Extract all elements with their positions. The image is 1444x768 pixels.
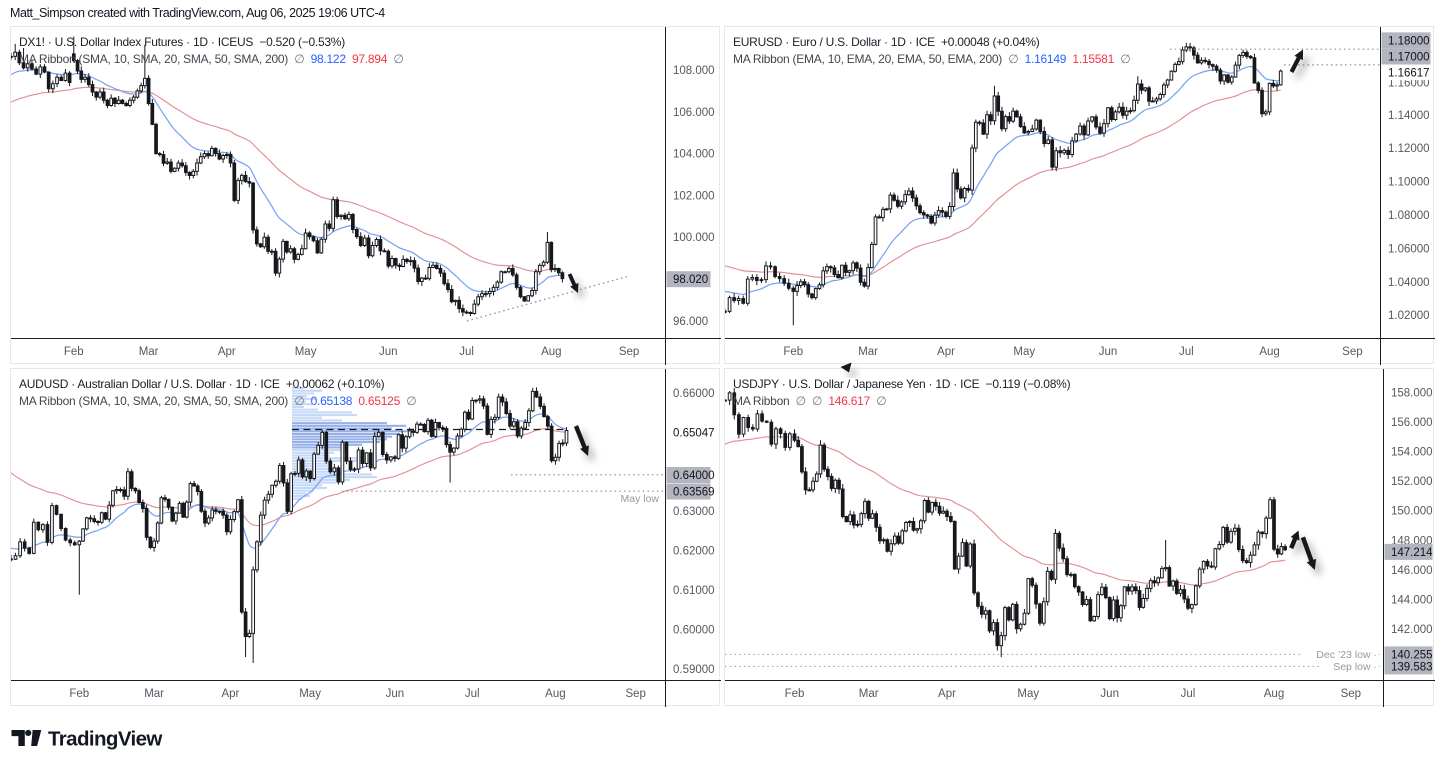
svg-text:Dec ’23 low ·: Dec ’23 low · <box>1316 649 1377 661</box>
svg-text:102.000: 102.000 <box>673 190 715 202</box>
svg-text:1.18000: 1.18000 <box>1388 35 1430 47</box>
svg-text:May: May <box>299 688 321 700</box>
svg-text:Sep low ·: Sep low · <box>1333 661 1377 673</box>
svg-text:146.000: 146.000 <box>1391 565 1433 577</box>
svg-text:0.64000: 0.64000 <box>673 470 715 482</box>
svg-text:96.000: 96.000 <box>673 316 708 328</box>
svg-text:Sep: Sep <box>619 346 639 358</box>
svg-text:1.14000: 1.14000 <box>1388 110 1430 122</box>
svg-text:Aug: Aug <box>541 346 561 358</box>
svg-text:0.63000: 0.63000 <box>673 506 715 518</box>
svg-text:1.17000: 1.17000 <box>1388 52 1430 64</box>
svg-text:0.60000: 0.60000 <box>673 624 715 636</box>
svg-text:May: May <box>1013 346 1035 358</box>
svg-text:Jul: Jul <box>1179 346 1194 358</box>
svg-text:Jun: Jun <box>1100 688 1119 700</box>
svg-text:156.000: 156.000 <box>1391 417 1433 429</box>
svg-text:1.16000: 1.16000 <box>1388 78 1430 90</box>
svg-text:142.000: 142.000 <box>1391 624 1433 636</box>
svg-text:1.08000: 1.08000 <box>1388 210 1430 222</box>
svg-text:May low: May low <box>620 493 659 505</box>
svg-text:Jul: Jul <box>459 346 474 358</box>
svg-text:Feb: Feb <box>783 346 803 358</box>
svg-text:TradingView: TradingView <box>48 728 162 750</box>
svg-text:Mar: Mar <box>858 346 878 358</box>
svg-text:Jun: Jun <box>1099 346 1118 358</box>
svg-text:Sep: Sep <box>1342 346 1362 358</box>
svg-text:Jun: Jun <box>386 688 405 700</box>
svg-text:Jul: Jul <box>465 688 480 700</box>
svg-text:0.65047: 0.65047 <box>673 428 715 440</box>
svg-text:100.000: 100.000 <box>673 232 715 244</box>
svg-text:108.000: 108.000 <box>673 65 715 77</box>
svg-text:Apr: Apr <box>218 346 236 358</box>
svg-text:Apr: Apr <box>937 346 955 358</box>
svg-text:158.000: 158.000 <box>1391 387 1433 399</box>
svg-text:154.000: 154.000 <box>1391 447 1433 459</box>
svg-text:May: May <box>1017 688 1039 700</box>
svg-text:147.214: 147.214 <box>1391 547 1433 559</box>
svg-text:Apr: Apr <box>938 688 956 700</box>
svg-text:Feb: Feb <box>785 688 805 700</box>
svg-text:Mar: Mar <box>139 346 159 358</box>
svg-text:Jun: Jun <box>379 346 398 358</box>
svg-text:1.12000: 1.12000 <box>1388 143 1430 155</box>
svg-text:Jul: Jul <box>1181 688 1196 700</box>
svg-text:1.10000: 1.10000 <box>1388 177 1430 189</box>
svg-text:Aug: Aug <box>1259 346 1279 358</box>
svg-text:Aug: Aug <box>1264 688 1284 700</box>
svg-text:Sep: Sep <box>625 688 645 700</box>
svg-text:Mar: Mar <box>859 688 879 700</box>
svg-text:Sep: Sep <box>1341 688 1361 700</box>
svg-text:152.000: 152.000 <box>1391 476 1433 488</box>
svg-text:106.000: 106.000 <box>673 107 715 119</box>
svg-text:1.04000: 1.04000 <box>1388 277 1430 289</box>
svg-text:139.583: 139.583 <box>1391 661 1433 673</box>
svg-text:144.000: 144.000 <box>1391 595 1433 607</box>
svg-text:98.020: 98.020 <box>673 274 708 286</box>
svg-text:1.06000: 1.06000 <box>1388 243 1430 255</box>
svg-text:Feb: Feb <box>64 346 84 358</box>
svg-text:0.62000: 0.62000 <box>673 546 715 558</box>
svg-text:May: May <box>295 346 317 358</box>
svg-text:Feb: Feb <box>69 688 89 700</box>
svg-text:Mar: Mar <box>144 688 164 700</box>
svg-text:0.66000: 0.66000 <box>673 388 715 400</box>
svg-text:1.02000: 1.02000 <box>1388 310 1430 322</box>
svg-text:104.000: 104.000 <box>673 149 715 161</box>
svg-text:0.59000: 0.59000 <box>673 664 715 676</box>
svg-text:Apr: Apr <box>221 688 239 700</box>
svg-text:0.61000: 0.61000 <box>673 585 715 597</box>
svg-text:Aug: Aug <box>545 688 565 700</box>
svg-text:1.16617: 1.16617 <box>1388 68 1430 80</box>
svg-text:0.63569: 0.63569 <box>673 487 715 499</box>
svg-text:150.000: 150.000 <box>1391 506 1433 518</box>
